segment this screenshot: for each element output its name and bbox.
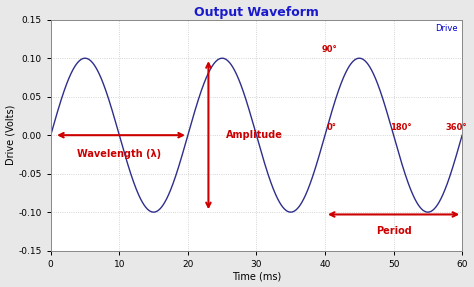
Text: Amplitude: Amplitude — [226, 130, 283, 140]
Text: 90°: 90° — [321, 45, 337, 54]
Text: 0°: 0° — [327, 123, 337, 132]
Text: Drive: Drive — [436, 24, 458, 33]
Title: Output Waveform: Output Waveform — [194, 5, 319, 19]
Text: Period: Period — [376, 226, 411, 236]
X-axis label: Time (ms): Time (ms) — [232, 272, 281, 282]
Text: Wavelength (λ): Wavelength (λ) — [77, 149, 161, 159]
Y-axis label: Drive (Volts): Drive (Volts) — [6, 105, 16, 165]
Text: 360°: 360° — [445, 123, 466, 132]
Text: 180°: 180° — [390, 123, 412, 132]
